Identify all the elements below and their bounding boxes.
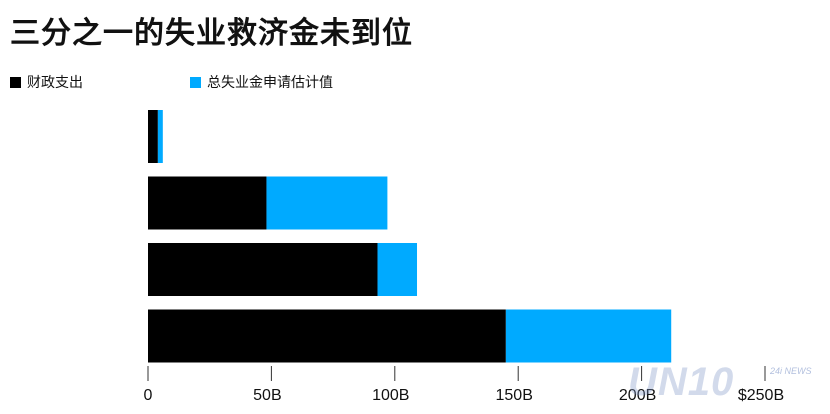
bar-claims-3: [505, 309, 672, 363]
bar-claims-0: [157, 110, 163, 163]
legend-swatch-fiscal: [10, 76, 21, 88]
chart-title: 三分之一的失业救济金未到位: [10, 16, 413, 51]
x-tick-label-5: $250B: [738, 387, 784, 404]
legend-label-fiscal: 财政支出: [27, 75, 83, 91]
bar-claims-2: [377, 243, 418, 296]
x-tick-label-1: 50B: [253, 387, 281, 404]
watermark-sub: 24i NEWS: [770, 366, 812, 376]
x-tick-label-3: 150B: [496, 387, 533, 404]
legend-label-claims: 总失业金申请估计值: [207, 75, 333, 91]
bar-claims-1: [266, 176, 388, 230]
bar-fiscal-0: [148, 110, 158, 163]
bar-fiscal-2: [148, 243, 378, 296]
x-tick-label-2: 100B: [372, 387, 409, 404]
legend-swatch-claims: [190, 76, 201, 88]
bar-fiscal-1: [148, 176, 267, 230]
bar-fiscal-3: [148, 309, 506, 363]
legend-item-fiscal: 财政支出: [10, 72, 83, 92]
x-tick-label-4: 200B: [619, 387, 656, 404]
x-axis: 0 50B 100B 150B 200B $250B: [144, 366, 784, 404]
legend-item-claims: 总失业金申请估计值: [190, 72, 333, 92]
bars-group: [148, 110, 672, 363]
x-tick-label-0: 0: [144, 387, 153, 404]
